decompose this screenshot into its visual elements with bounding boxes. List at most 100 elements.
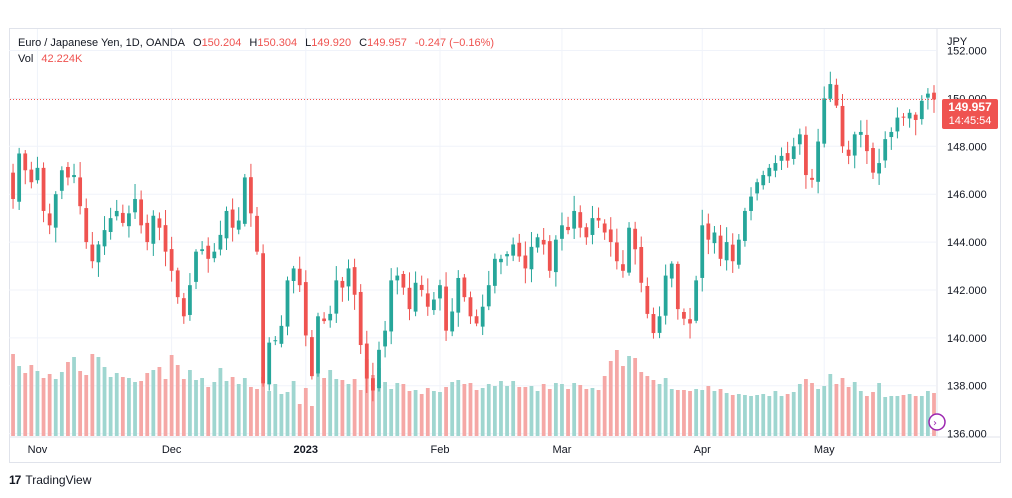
- volume-bar: [694, 389, 699, 436]
- candle: [877, 148, 881, 185]
- candle-body: [249, 177, 253, 214]
- candle-body: [810, 177, 814, 180]
- volume-bar: [29, 365, 34, 436]
- candle-body: [334, 280, 339, 314]
- high-value: 150.304: [257, 37, 298, 49]
- candle: [749, 187, 753, 221]
- x-tick-label: Nov: [28, 444, 48, 456]
- symbol-title[interactable]: Euro / Japanese Yen, 1D, OANDA: [18, 37, 185, 49]
- candle: [377, 341, 381, 392]
- candle-body: [114, 210, 119, 217]
- candle-body: [230, 209, 235, 228]
- candle-body: [492, 258, 497, 286]
- candle: [828, 71, 833, 103]
- candle: [724, 227, 729, 271]
- volume-bar: [560, 384, 564, 436]
- tradingview-attribution[interactable]: 17 TradingView: [9, 471, 91, 489]
- candle: [163, 209, 168, 267]
- candle-body: [303, 282, 308, 336]
- time-axis[interactable]: Nov Dec 2023 Feb Mar Apr May: [28, 444, 835, 456]
- candle-body: [102, 230, 107, 247]
- candle-body: [23, 153, 28, 171]
- volume-bar: [645, 376, 650, 436]
- candle-body: [29, 169, 34, 183]
- candle-body: [291, 268, 296, 281]
- candle-body: [108, 218, 113, 233]
- candle-body: [90, 244, 95, 262]
- candle: [846, 140, 851, 165]
- candle: [492, 253, 497, 294]
- candle: [633, 221, 638, 265]
- candle-body: [84, 208, 89, 243]
- volume-bar: [72, 357, 76, 436]
- candle-body: [877, 163, 881, 174]
- volume-bar: [53, 379, 58, 436]
- volume-bar: [755, 395, 760, 436]
- vol-label[interactable]: Vol: [18, 53, 34, 65]
- volume-bar: [127, 378, 131, 436]
- candle: [279, 315, 284, 348]
- candle-body: [919, 100, 924, 120]
- volume-bar: [730, 395, 735, 436]
- candle: [511, 237, 516, 262]
- candle: [291, 265, 296, 294]
- candle: [66, 162, 70, 186]
- candle: [645, 277, 650, 319]
- candle-body: [858, 131, 863, 135]
- candle-body: [364, 343, 369, 379]
- candle-body: [163, 225, 168, 252]
- candle-body: [547, 241, 552, 271]
- candle-body: [614, 242, 619, 262]
- volume-bar: [84, 375, 89, 436]
- volume-bar: [224, 381, 229, 436]
- candle-body: [401, 274, 406, 288]
- volume-bar: [462, 384, 467, 436]
- candle: [560, 212, 564, 251]
- candle-body: [773, 163, 778, 171]
- ohlc-legend: Euro / Japanese Yen, 1D, OANDA O150.204 …: [18, 36, 494, 50]
- candle-body: [377, 349, 381, 389]
- candle-body: [602, 223, 607, 233]
- volume-bar: [651, 380, 656, 436]
- last-price-badge: 149.957 14:45:54: [942, 99, 998, 129]
- candle: [553, 235, 558, 287]
- candle: [755, 178, 760, 201]
- candle-body: [310, 337, 314, 377]
- candle-body: [682, 311, 686, 319]
- candle: [90, 231, 95, 269]
- volume-bar: [419, 394, 424, 436]
- candle: [78, 162, 83, 215]
- price-axis[interactable]: 136.000 138.000 140.000 142.000 144.000 146.0…: [947, 46, 987, 441]
- volume-bar: [297, 404, 302, 436]
- scroll-to-end-button[interactable]: ›: [928, 413, 946, 431]
- candle: [212, 243, 217, 263]
- candle-body: [212, 251, 217, 259]
- candle: [322, 312, 326, 324]
- volume-bar: [230, 377, 235, 436]
- candle: [895, 107, 900, 139]
- candle-body: [389, 280, 394, 332]
- volume-bar: [346, 384, 351, 436]
- candle-body: [383, 330, 387, 347]
- candle-body: [35, 167, 40, 181]
- volume-bar: [883, 397, 888, 436]
- candle-body: [834, 84, 839, 106]
- candle: [462, 273, 467, 302]
- candle-body: [279, 325, 284, 344]
- volume-bar: [858, 391, 863, 436]
- volume-bar: [145, 373, 150, 436]
- candle: [84, 198, 89, 249]
- candle: [761, 170, 766, 190]
- candle-body: [584, 227, 589, 238]
- candle-body: [645, 285, 650, 314]
- candle: [675, 261, 680, 320]
- high-label: H: [249, 37, 258, 49]
- candle: [47, 203, 52, 235]
- candle: [523, 241, 528, 284]
- volume-bar: [181, 379, 186, 436]
- volume-bar: [188, 370, 192, 436]
- candle: [773, 155, 778, 178]
- volume-bar: [926, 391, 930, 436]
- scroll-to-end-icon: ›: [933, 418, 937, 429]
